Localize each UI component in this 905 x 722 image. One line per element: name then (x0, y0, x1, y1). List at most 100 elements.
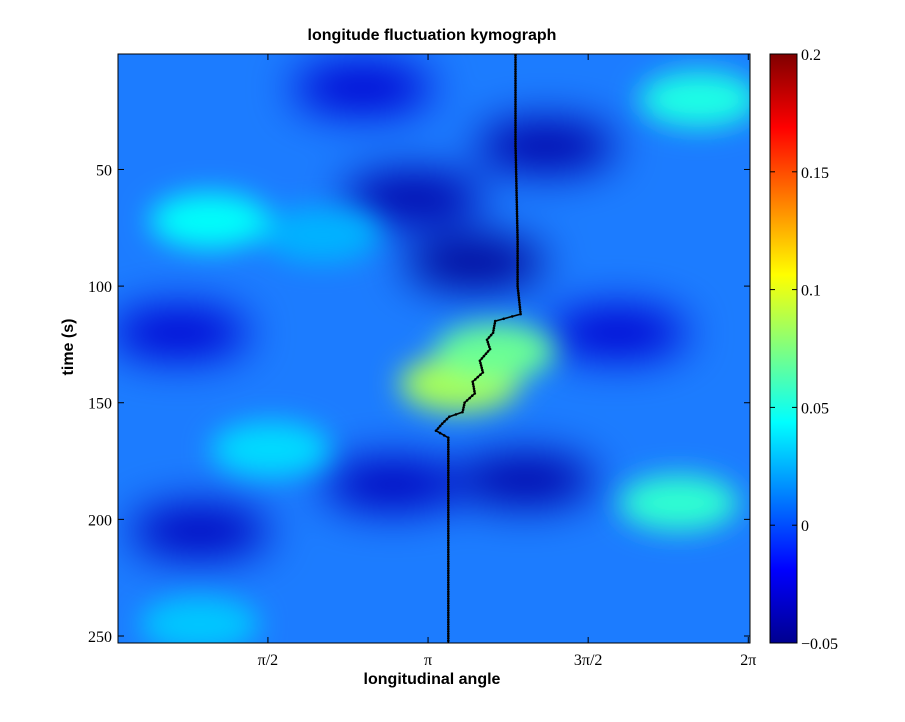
track-marker (443, 420, 446, 423)
track-marker (447, 513, 450, 516)
colorbar-tick-label: 0.05 (801, 400, 829, 417)
track-marker (447, 574, 450, 577)
track-marker (515, 179, 518, 183)
heatmap-hot-spot-3 (639, 71, 750, 128)
track-marker (447, 613, 450, 617)
colorbar-frame (769, 53, 798, 644)
track-marker (514, 79, 517, 83)
track-marker (514, 86, 517, 90)
track-marker (515, 221, 519, 225)
track-marker (447, 527, 450, 530)
track-marker (516, 226, 519, 230)
track-marker (516, 228, 519, 232)
track-marker (465, 399, 469, 402)
track-marker (514, 93, 517, 97)
track-marker (447, 511, 450, 514)
track-marker (447, 550, 450, 554)
track-marker (447, 585, 450, 589)
track-marker (514, 114, 517, 118)
heatmap-hot-spot-6 (139, 596, 260, 643)
heatmap-cold-spot-0 (404, 236, 545, 289)
track-marker (514, 170, 518, 174)
track-marker (447, 443, 450, 447)
track-marker (442, 434, 446, 437)
track-marker (516, 256, 519, 260)
track-marker (514, 56, 517, 59)
track-marker (447, 520, 450, 523)
track-marker (514, 54, 517, 57)
track-marker (447, 492, 450, 496)
track-marker (516, 233, 519, 237)
track-marker (516, 235, 519, 239)
track-marker (514, 144, 517, 148)
plot-frame (117, 53, 751, 644)
track-marker (447, 478, 450, 482)
y-tick-label: 250 (88, 629, 112, 646)
track-marker (516, 273, 519, 276)
track-marker (516, 240, 519, 244)
track-marker (438, 431, 442, 435)
track-marker (493, 322, 497, 325)
track-marker (447, 515, 450, 519)
track-marker (516, 287, 520, 290)
track-marker (471, 382, 475, 386)
track-marker (516, 242, 519, 246)
track-marker (471, 380, 475, 384)
track-marker (447, 623, 450, 626)
track-marker (479, 373, 482, 377)
track-marker (463, 401, 466, 405)
x-axis-ticks: π/2 π 3π/2 2π (258, 54, 756, 669)
track-marker (470, 394, 474, 398)
track-marker (447, 536, 450, 540)
track-marker (476, 375, 480, 379)
track-marker (447, 469, 450, 472)
x-tick-label: 2π (740, 652, 756, 669)
track-marker (514, 168, 518, 171)
track-marker (447, 637, 450, 640)
track-marker (515, 207, 519, 211)
track-marker (515, 196, 518, 199)
track-marker (447, 441, 450, 444)
track-marker (447, 525, 450, 528)
heatmap-cold-spot-5 (129, 505, 270, 558)
track-marker (447, 529, 450, 533)
track-marker (447, 560, 450, 563)
track-marker (478, 359, 482, 363)
track-marker (447, 597, 450, 600)
track-marker (518, 305, 522, 309)
track-marker (514, 142, 517, 146)
heatmap-hot-regions (139, 71, 750, 643)
track-marker (468, 396, 472, 400)
track-marker (447, 532, 450, 535)
heatmap-hot-spot-5 (210, 421, 331, 478)
track-marker (487, 343, 490, 346)
track-marker (516, 284, 519, 288)
colorbar-tick-label: 0 (801, 518, 809, 535)
heatmap-cold-spot-1 (343, 171, 484, 224)
track-marker (447, 632, 450, 635)
track-marker (447, 497, 450, 500)
track-marker (514, 88, 517, 92)
track-marker (514, 140, 517, 143)
track-marker (447, 604, 450, 607)
track-marker (514, 149, 517, 153)
track-marker (447, 501, 450, 505)
x-tick-label: 3π/2 (574, 652, 603, 669)
track-marker (447, 634, 450, 638)
track-marker (514, 126, 517, 129)
track-marker (447, 494, 450, 498)
track-marker (514, 91, 517, 94)
track-marker (447, 581, 450, 584)
heatmap-hot-spot-2 (618, 475, 739, 532)
heatmap-hot-spot-4 (149, 192, 270, 249)
track-marker (516, 238, 519, 241)
track-marker (514, 119, 517, 122)
track-marker (515, 177, 518, 181)
track-marker (484, 352, 488, 356)
track-marker (447, 564, 450, 568)
track-marker (447, 445, 450, 449)
track-marker (447, 483, 450, 486)
heatmap-cold-spot-6 (547, 306, 688, 359)
track-marker (461, 408, 465, 412)
track-marker (445, 417, 449, 421)
